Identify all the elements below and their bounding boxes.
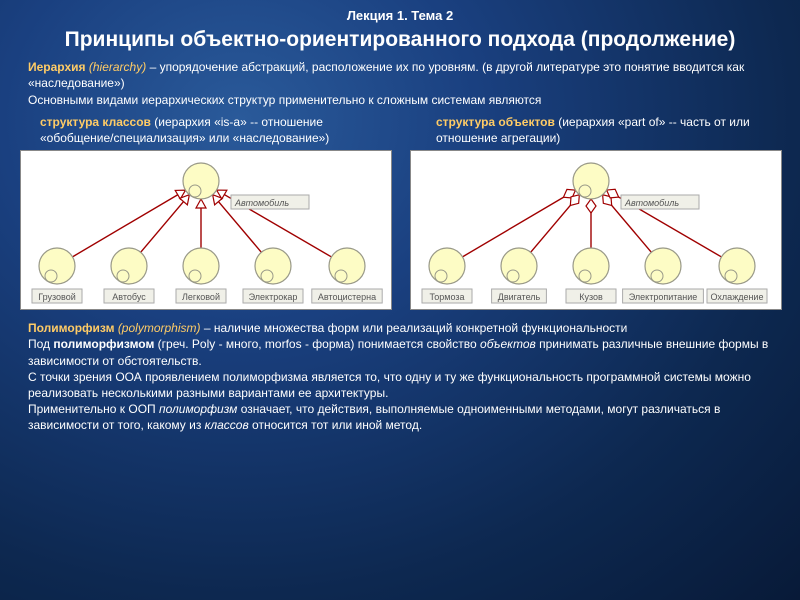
svg-text:Автомобиль: Автомобиль xyxy=(234,198,289,208)
svg-text:Автомобиль: Автомобиль xyxy=(624,198,679,208)
p4a: Применительно к ООП xyxy=(28,402,159,416)
p2b: (греч. Poly - много, morfos - форма) пон… xyxy=(154,337,480,351)
p1-rest: – наличие множества форм или реализаций … xyxy=(204,321,628,335)
diagram-is-a-svg: Автомобиль Грузовой Автобус Легковой Электро… xyxy=(21,151,391,311)
p2a: Под xyxy=(28,337,53,351)
svg-text:Грузовой: Грузовой xyxy=(38,292,76,302)
col-right-term: структура объектов xyxy=(436,115,555,129)
svg-text:Охлаждение: Охлаждение xyxy=(711,292,764,302)
term-polymorphism-en: (polymorphism) xyxy=(118,321,201,335)
svg-text:Кузов: Кузов xyxy=(579,292,603,302)
svg-text:Легковой: Легковой xyxy=(182,292,220,302)
lecture-title: Принципы объектно-ориентированного подхо… xyxy=(0,23,800,59)
col-right: структура объектов (иерархия «part of» -… xyxy=(436,114,772,146)
lecture-subtitle: Лекция 1. Тема 2 xyxy=(0,0,800,23)
p2-obj: объектов xyxy=(480,337,536,351)
svg-text:Двигатель: Двигатель xyxy=(498,292,541,302)
svg-text:Тормоза: Тормоза xyxy=(429,292,464,302)
p4-term: полиморфизм xyxy=(159,402,237,416)
col-left: структура классов (иерархия «is-a» -- от… xyxy=(40,114,376,146)
svg-text:Электрокар: Электрокар xyxy=(249,292,298,302)
svg-text:Автобус: Автобус xyxy=(112,292,146,302)
col-left-term: структура классов xyxy=(40,115,151,129)
diagram-row: Автомобиль Грузовой Автобус Легковой Электро… xyxy=(0,146,800,314)
svg-text:Электропитание: Электропитание xyxy=(629,292,698,302)
term-polymorphism: Полиморфизм xyxy=(28,321,114,335)
diagram-is-a: Автомобиль Грузовой Автобус Легковой Электро… xyxy=(20,150,392,310)
term-hierarchy: Иерархия xyxy=(28,60,86,74)
p4c: относится тот или иной метод. xyxy=(249,418,422,432)
diagram-part-of: Автомобиль Тормоза Двигатель Кузов Электропи… xyxy=(410,150,782,310)
p3: С точки зрения ООА проявлением полиморфи… xyxy=(28,370,751,400)
p4-cls: классов xyxy=(205,418,249,432)
intro-def2: Основными видами иерархических структур … xyxy=(28,93,541,107)
intro-paragraph: Иерархия (hierarchy) – упорядочение абст… xyxy=(0,59,800,112)
column-headers: структура классов (иерархия «is-a» -- от… xyxy=(0,112,800,146)
diagram-part-of-svg: Автомобиль Тормоза Двигатель Кузов Электропи… xyxy=(411,151,781,311)
p2-term: полиморфизмом xyxy=(53,337,154,351)
bottom-paragraphs: Полиморфизм (polymorphism) – наличие мно… xyxy=(0,314,800,433)
term-hierarchy-en: (hierarchy) xyxy=(89,60,146,74)
svg-text:Автоцистерна: Автоцистерна xyxy=(318,292,376,302)
